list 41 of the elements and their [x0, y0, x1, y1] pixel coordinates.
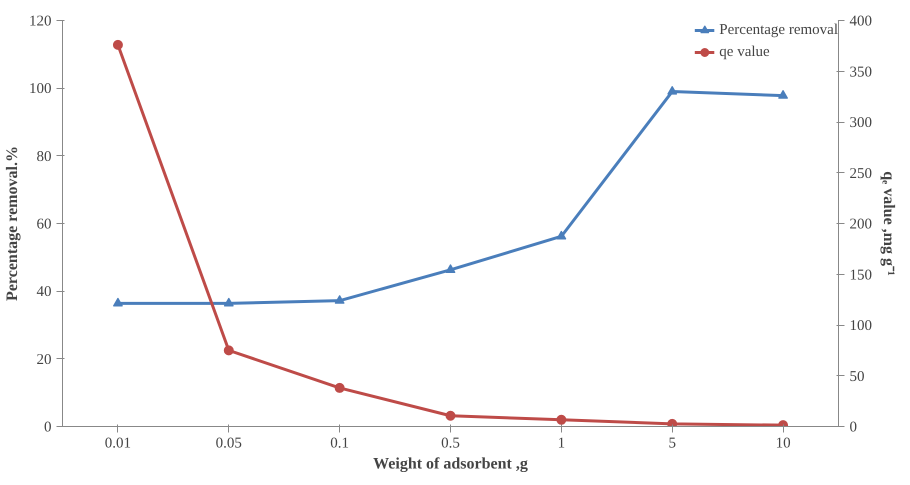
point — [334, 294, 345, 304]
point — [556, 414, 566, 425]
x-tick-label: 1 — [558, 436, 566, 452]
point — [446, 410, 456, 421]
y-tick-label: 60 — [36, 216, 52, 232]
point — [446, 264, 456, 273]
x-tick-label: 10 — [776, 436, 791, 452]
point — [112, 40, 123, 50]
point — [667, 418, 678, 426]
x-tick-label: 0.05 — [216, 436, 242, 452]
y2-tick-label: 200 — [850, 216, 872, 232]
y2-tick-label: 0 — [850, 420, 857, 436]
point — [778, 90, 788, 99]
y2-tick-label: 50 — [850, 368, 864, 385]
point — [224, 298, 234, 306]
x-tick-label: 0.1 — [330, 436, 350, 452]
y-tick-label: 20 — [36, 352, 52, 368]
legend-label: qe value — [719, 44, 770, 60]
x-tick-label: 0.5 — [441, 436, 460, 452]
y-axis-title: Percentage removal.% — [4, 146, 21, 301]
x-axis-title: Weight of adsorbent ,g — [373, 456, 528, 472]
point — [224, 345, 234, 356]
y-tick-label: 100 — [29, 81, 52, 98]
point — [112, 298, 123, 306]
y-tick-label: 80 — [36, 148, 52, 165]
y-tick-label: 40 — [36, 284, 52, 300]
point — [556, 230, 566, 240]
y2-tick-label: 400 — [850, 14, 872, 30]
y2-tick-label: 300 — [850, 115, 872, 131]
y2-tick-label: 100 — [850, 318, 872, 334]
y2-axis-title: qₑ value ,mg g⁻¹ — [880, 171, 897, 276]
y2-tick-label: 350 — [850, 64, 872, 80]
y2-tick-label: 250 — [850, 166, 872, 182]
y-tick-label: 0 — [44, 420, 52, 436]
x-tick-label: 5 — [668, 436, 676, 452]
legend-label: Percentage removal — [719, 22, 838, 38]
x-tick-label: 0.01 — [104, 436, 132, 452]
y2-tick-label: 150 — [850, 267, 872, 284]
point — [334, 382, 345, 393]
y-tick-label: 120 — [29, 14, 52, 30]
point — [667, 86, 678, 95]
